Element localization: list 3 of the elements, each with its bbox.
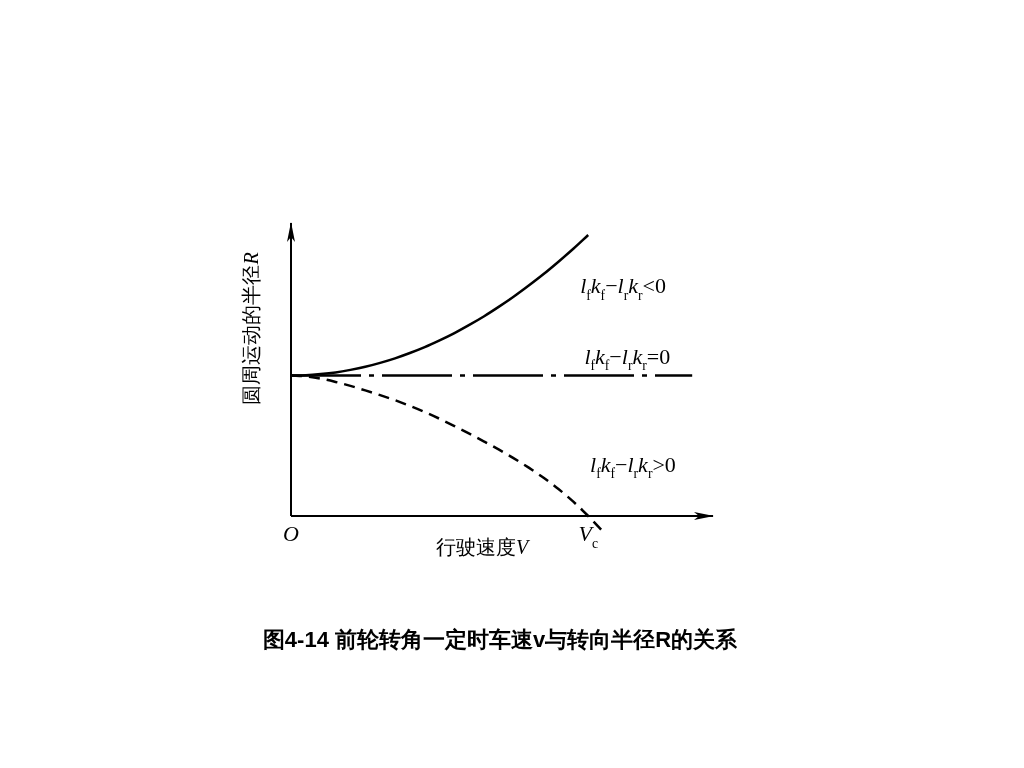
xlabel: 行驶速度V: [435, 536, 529, 558]
title: 图4-14 前轮转角一定时车速v与转向半径R的关系: [262, 627, 738, 652]
ylabel: 圆周运动的半径R: [240, 252, 262, 405]
